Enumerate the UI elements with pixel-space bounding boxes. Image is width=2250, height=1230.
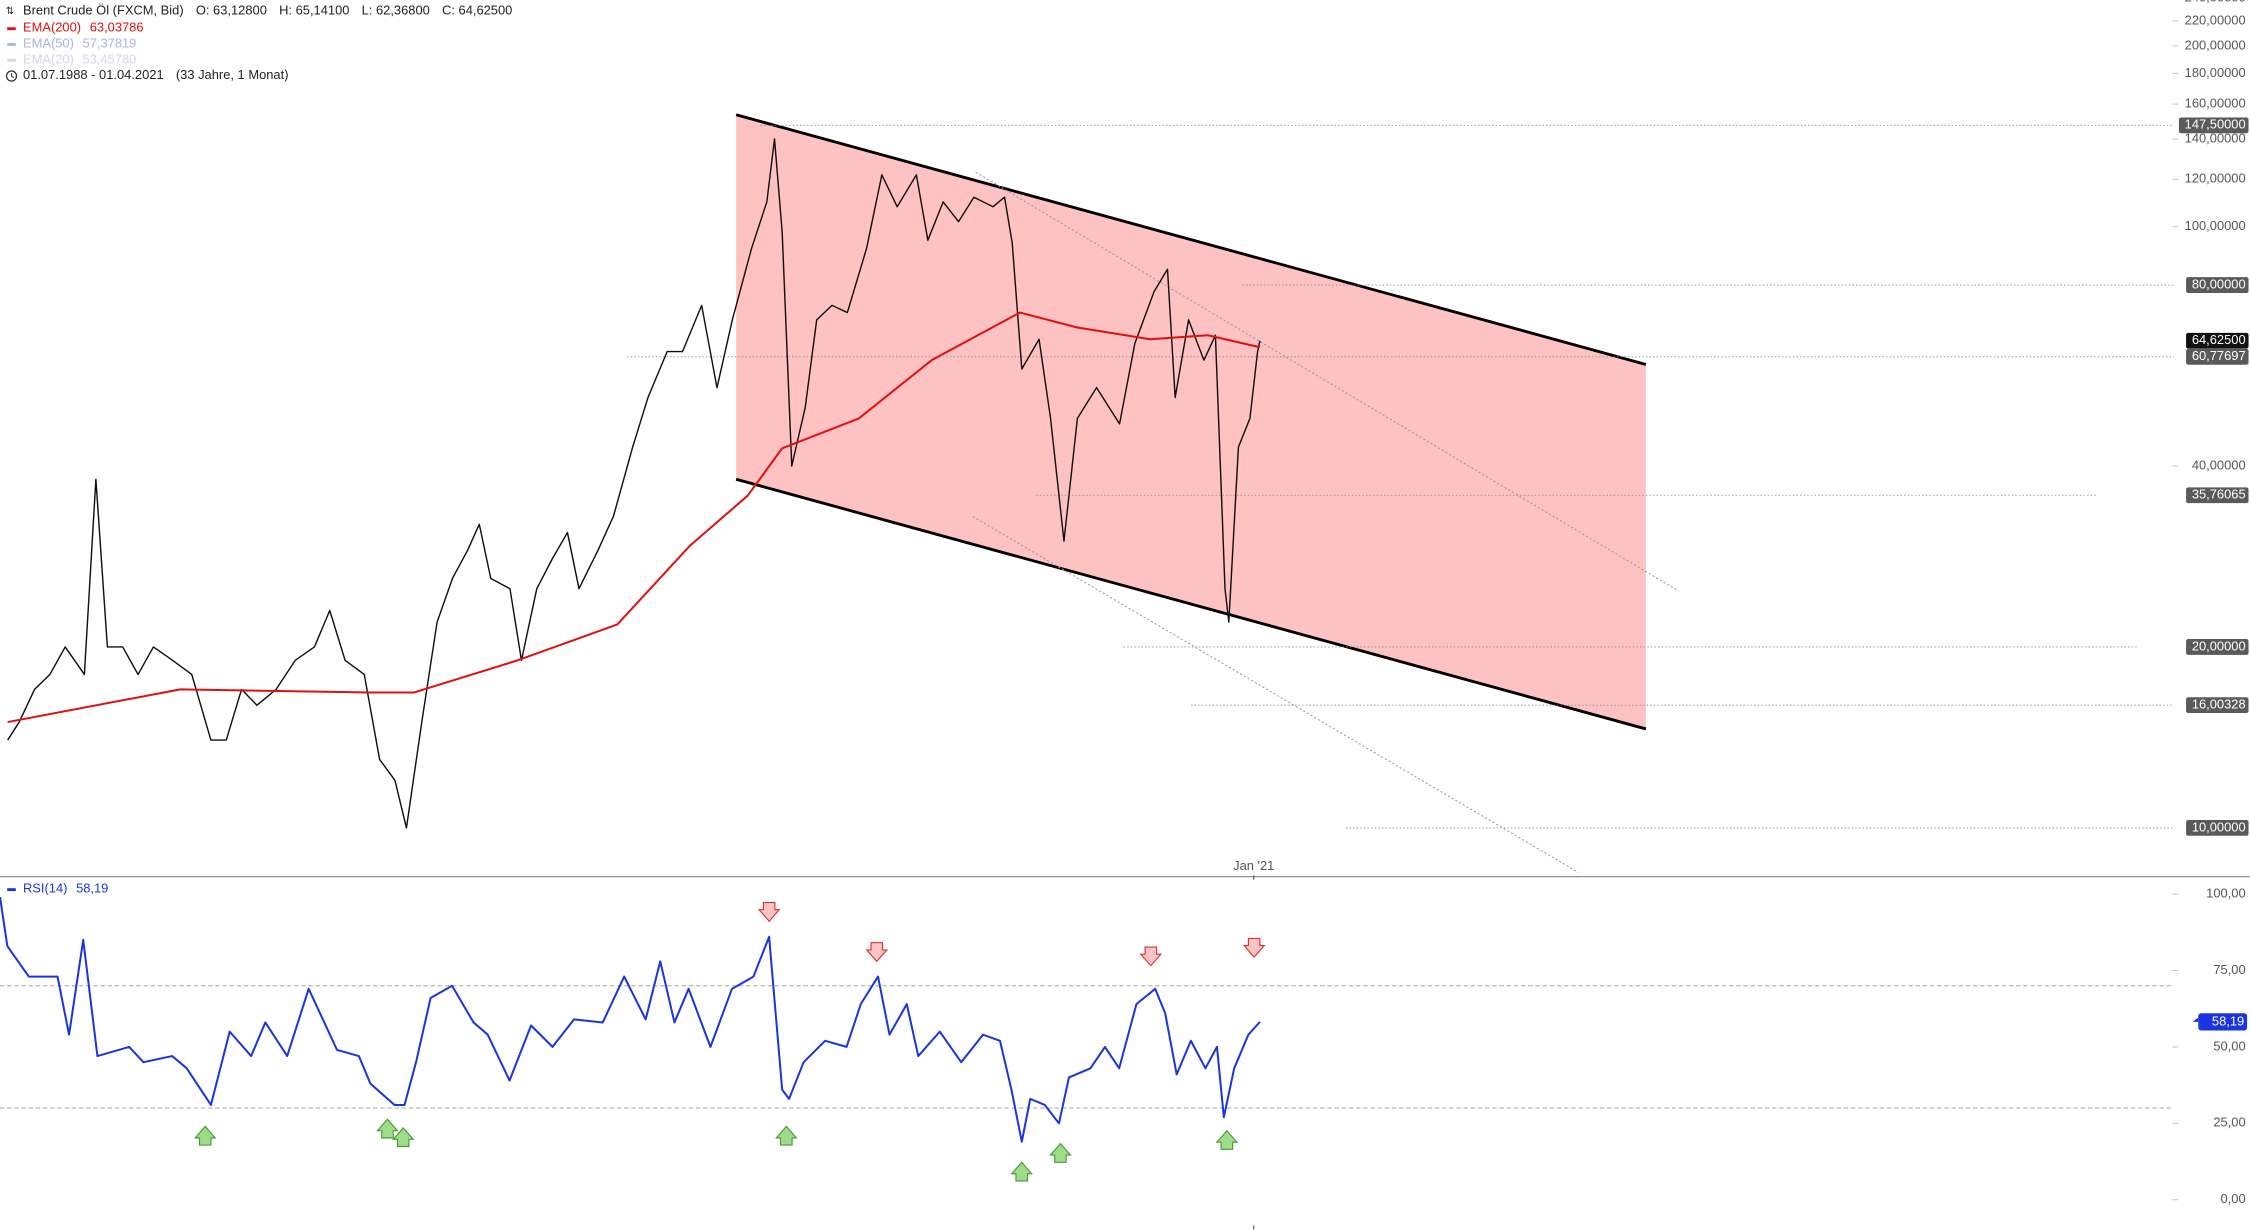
sell-arrow (1140, 946, 1162, 967)
series-line (7, 138, 1261, 829)
header-line: Brent Crude Öl (FXCM, Bid) O: 63,12800 H… (23, 3, 512, 18)
y-tick-label: 240,00000 (2185, 0, 2246, 5)
last-value-label: 58,19 (2192, 1013, 2248, 1031)
last-price-label: 64,62500 (2186, 332, 2249, 349)
legend-entry: EMA(20) 53,45780 (23, 52, 136, 67)
legend-entry: RSI(14) 58,19 (23, 881, 108, 896)
legend-entry: EMA(50) 57,37819 (23, 36, 136, 51)
level-label-box (2186, 697, 2249, 714)
level-label: 16,00328 (2186, 697, 2249, 714)
clock-icon (5, 70, 18, 82)
instrument-icon: ⇅ (6, 6, 14, 17)
ohlc-value: O: 63,12800 (196, 3, 267, 18)
instrument-title: Brent Crude Öl (FXCM, Bid) (23, 3, 184, 18)
buy-arrow (1216, 1129, 1238, 1151)
sell-arrow (865, 942, 888, 963)
level-label: 20,00000 (2186, 638, 2249, 655)
level-label-text: 35,76065 (2192, 487, 2246, 502)
buy-signals (194, 1118, 1238, 1182)
y-tick-label: 100,00000 (2185, 218, 2246, 233)
legend-name: EMA(200) (23, 20, 81, 35)
y-tick-label: 75,00 (2213, 962, 2245, 977)
legend-value: 58,19 (76, 881, 108, 896)
level-label-text: 16,00328 (2192, 697, 2246, 712)
level-label: 10,00000 (2186, 819, 2249, 836)
y-tick-label: 180,00000 (2185, 65, 2246, 80)
channel-top (735, 113, 1647, 366)
buy-arrow (194, 1125, 216, 1146)
y-tick-label: 100,00 (2206, 885, 2245, 900)
trend-line (972, 516, 1579, 873)
level-label: 35,76065 (2186, 487, 2249, 504)
period-line: 01.07.1988 - 01.04.2021 (33 Jahre, 1 Mon… (23, 67, 289, 82)
clock-hand (10, 73, 14, 78)
y-tick-label: 140,00000 (2185, 130, 2246, 145)
level-label-text: 20,00000 (2192, 638, 2246, 653)
y-tick-label: 25,00 (2213, 1115, 2245, 1130)
buy-arrow (1010, 1161, 1033, 1182)
level-label-box (2186, 487, 2249, 504)
level-label-text: 80,00000 (2192, 276, 2246, 291)
legend-value: 57,37819 (83, 36, 137, 51)
ohlc-value: H: 65,14100 (279, 3, 349, 18)
y-tick-label: 220,00000 (2185, 12, 2246, 27)
ohlc-value: C: 64,62500 (442, 3, 512, 18)
last-value-box (2198, 1013, 2248, 1031)
last-price-label-box (2186, 332, 2249, 349)
y-tick-label: 40,00000 (2192, 457, 2246, 472)
legend-value: 63,03786 (90, 20, 144, 35)
y-tick-label: 160,00000 (2185, 96, 2246, 111)
legend-entry: EMA(200) 63,03786 (23, 20, 144, 35)
legend-name: EMA(50) (23, 36, 74, 51)
series-line (7, 311, 1261, 724)
channel-bottom (735, 477, 1647, 731)
period: 01.07.1988 - 01.04.2021 (23, 67, 164, 82)
buy-arrow (775, 1125, 798, 1146)
level-label-box (2186, 639, 2249, 655)
y-tick-label: 200,00000 (2185, 37, 2246, 52)
y-tick-label: 50,00 (2213, 1038, 2245, 1053)
buy-arrow (376, 1118, 399, 1139)
level-label-box (2178, 117, 2249, 134)
y-tick-label: 0,00 (2221, 1191, 2246, 1206)
level-label: 147,50000 (2178, 117, 2249, 134)
last-price-label-text: 64,62500 (2192, 332, 2246, 347)
level-label: 60,77697 (2186, 348, 2249, 365)
x-tick-label: Jan '21 (1233, 858, 1274, 873)
legend-name: RSI(14) (23, 881, 67, 896)
sell-arrow (758, 901, 780, 922)
level-label-box (2186, 277, 2249, 293)
header: ⇅ Brent Crude Öl (FXCM, Bid) O: 63,12800… (6, 3, 513, 83)
level-label-text: 60,77697 (2192, 348, 2246, 363)
last-value-text: 58,19 (2212, 1013, 2244, 1028)
level-label-box (2186, 348, 2249, 365)
span: (33 Jahre, 1 Monat) (176, 67, 289, 82)
trend-line (975, 171, 1680, 592)
last-value-pointer (2192, 1017, 2199, 1027)
level-label-text: 147,50000 (2185, 117, 2246, 132)
sell-arrow (1243, 937, 1265, 958)
level-label-text: 10,00000 (2192, 819, 2246, 834)
ohlc-value: L: 62,36800 (362, 3, 430, 18)
trend-channel (736, 114, 1646, 729)
buy-arrow (1049, 1142, 1072, 1163)
level-label: 80,00000 (2186, 276, 2249, 293)
level-label-box (2186, 820, 2249, 836)
y-tick-label: 120,00000 (2185, 171, 2246, 186)
legend-value: 53,45780 (83, 52, 137, 67)
sell-signals (758, 901, 1265, 967)
series-line (0, 896, 1261, 1143)
legend-name: EMA(20) (23, 52, 74, 67)
